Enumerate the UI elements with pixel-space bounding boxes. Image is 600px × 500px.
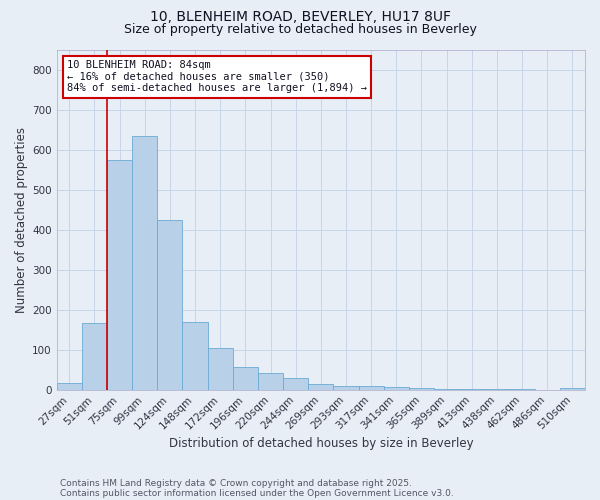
Bar xyxy=(434,388,459,390)
Text: Size of property relative to detached houses in Beverley: Size of property relative to detached ho… xyxy=(124,22,476,36)
Bar xyxy=(233,367,258,390)
Bar xyxy=(157,220,182,390)
Text: 10 BLENHEIM ROAD: 84sqm
← 16% of detached houses are smaller (350)
84% of semi-d: 10 BLENHEIM ROAD: 84sqm ← 16% of detache… xyxy=(67,60,367,94)
Bar xyxy=(334,386,359,390)
Bar xyxy=(409,388,434,390)
Bar xyxy=(132,136,157,390)
Text: Contains HM Land Registry data © Crown copyright and database right 2025.: Contains HM Land Registry data © Crown c… xyxy=(60,478,412,488)
Bar xyxy=(208,348,233,390)
Bar xyxy=(182,322,208,390)
Bar xyxy=(560,388,585,390)
Bar xyxy=(308,384,334,390)
Bar xyxy=(107,160,132,390)
Bar xyxy=(384,387,409,390)
Bar xyxy=(258,373,283,390)
Bar xyxy=(359,386,384,390)
Y-axis label: Number of detached properties: Number of detached properties xyxy=(15,127,28,313)
Bar xyxy=(283,378,308,390)
Text: Contains public sector information licensed under the Open Government Licence v3: Contains public sector information licen… xyxy=(60,488,454,498)
Bar xyxy=(459,389,484,390)
Text: 10, BLENHEIM ROAD, BEVERLEY, HU17 8UF: 10, BLENHEIM ROAD, BEVERLEY, HU17 8UF xyxy=(149,10,451,24)
X-axis label: Distribution of detached houses by size in Beverley: Distribution of detached houses by size … xyxy=(169,437,473,450)
Bar xyxy=(56,382,82,390)
Bar xyxy=(82,322,107,390)
